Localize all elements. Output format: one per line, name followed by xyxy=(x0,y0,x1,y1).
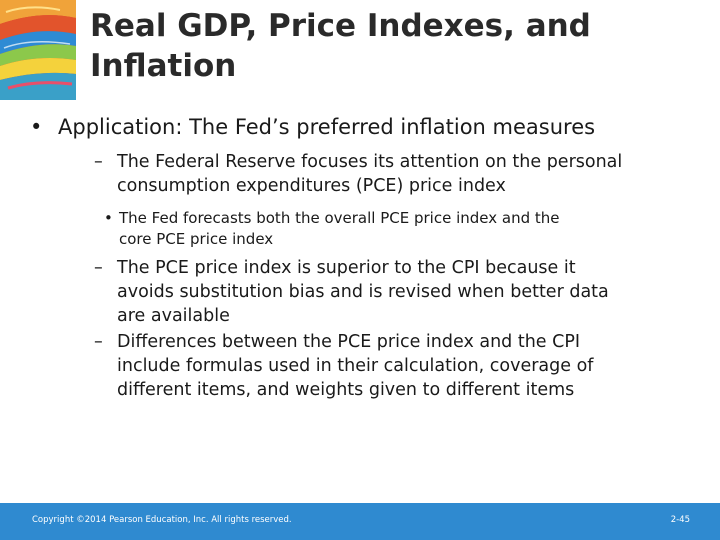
bullet-marker: • xyxy=(104,209,113,227)
sub-bullet-line: are available xyxy=(117,306,230,326)
detail-bullet-fed-forecasts: • The Fed forecasts both the overall PCE… xyxy=(28,208,708,250)
sub-bullet-pce-superior: – The PCE price index is superior to the… xyxy=(28,256,708,328)
slide-body: • Application: The Fed’s preferred infla… xyxy=(28,114,708,402)
sub-bullet-line: The PCE price index is superior to the C… xyxy=(117,258,576,278)
sub-bullet-line: avoids substitution bias and is revised … xyxy=(117,282,609,302)
page-number: 2-45 xyxy=(670,515,690,525)
dash-marker: – xyxy=(94,152,103,172)
sub-bullet-differences: – Differences between the PCE price inde… xyxy=(28,330,708,402)
sub-bullet-line: The Federal Reserve focuses its attentio… xyxy=(117,152,623,172)
bullet-main-text: Application: The Fed’s preferred inflati… xyxy=(58,115,596,139)
sub-bullet-line: different items, and weights given to di… xyxy=(117,380,575,400)
sub-bullet-line: Differences between the PCE price index … xyxy=(117,332,581,352)
bullet-main: • Application: The Fed’s preferred infla… xyxy=(28,114,708,140)
detail-bullet-line: core PCE price index xyxy=(119,230,274,248)
dash-marker: – xyxy=(94,332,103,352)
decorative-corner-image xyxy=(0,0,76,100)
sub-bullet-line: include formulas used in their calculati… xyxy=(117,356,594,376)
bullet-marker: • xyxy=(30,115,43,139)
detail-bullet-line: The Fed forecasts both the overall PCE p… xyxy=(119,209,560,227)
slide-title: Real GDP, Price Indexes, and Inflation xyxy=(90,6,690,86)
sub-bullet-line: consumption expenditures (PCE) price ind… xyxy=(117,176,506,196)
slide-title-line-1: Real GDP, Price Indexes, and xyxy=(90,8,591,44)
copyright-text: Copyright ©2014 Pearson Education, Inc. … xyxy=(32,515,292,525)
slide-title-line-2: Inflation xyxy=(90,48,237,84)
footer-bar: Copyright ©2014 Pearson Education, Inc. … xyxy=(0,503,720,540)
dash-marker: – xyxy=(94,258,103,278)
sub-bullet-fed-focus: – The Federal Reserve focuses its attent… xyxy=(28,150,708,198)
